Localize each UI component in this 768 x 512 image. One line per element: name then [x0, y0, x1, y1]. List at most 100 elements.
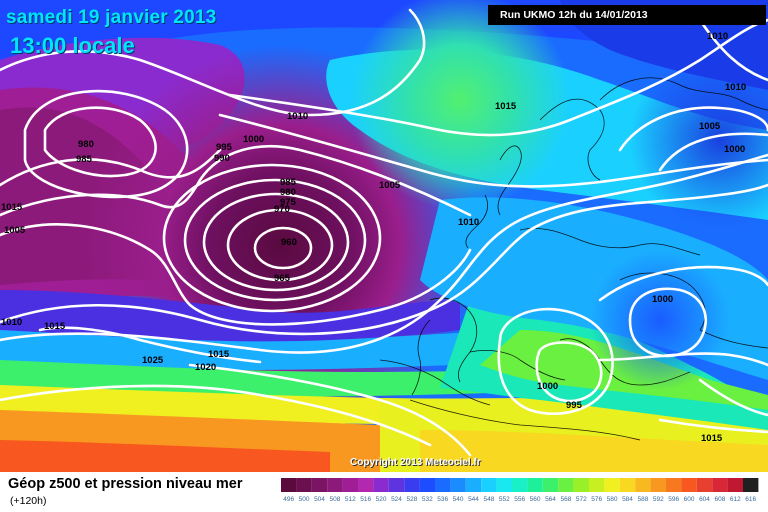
scale-swatch	[589, 478, 605, 492]
scale-tick-label: 572	[576, 496, 587, 503]
scale-tick-label: 516	[360, 496, 371, 503]
isobar-label: 1025	[142, 355, 164, 366]
scale-swatch	[281, 478, 297, 492]
scale-tick-label: 600	[684, 496, 695, 503]
map-date-title: samedi 19 janvier 2013	[6, 7, 217, 28]
isobar-label: 970	[274, 204, 290, 215]
scale-swatch	[311, 478, 328, 492]
scale-tick-label: 588	[637, 496, 648, 503]
scale-tick-label: 496	[283, 496, 294, 503]
scale-tick-label: 612	[730, 496, 741, 503]
scale-swatch	[373, 478, 389, 492]
scale-swatch	[512, 478, 528, 492]
scale-tick-label: 576	[591, 496, 602, 503]
scale-tick-label: 568	[560, 496, 571, 503]
scale-tick-label: 596	[668, 496, 679, 503]
scale-tick-label: 584	[622, 496, 633, 503]
scale-tick-label: 560	[530, 496, 541, 503]
isobar-label: 1010	[1, 317, 22, 328]
scale-swatch	[681, 478, 697, 492]
isobar-label: 985	[280, 177, 297, 188]
scale-swatch	[712, 478, 728, 492]
scale-swatch	[496, 478, 512, 492]
map-time-title: 13:00 locale	[10, 33, 135, 58]
scale-swatch	[604, 478, 620, 492]
scale-tick-label: 540	[453, 496, 464, 503]
isobar-label: 1005	[699, 121, 721, 132]
isobar-label-extra: 1010	[725, 82, 746, 93]
scale-tick-label: 552	[499, 496, 510, 503]
scale-swatch	[558, 478, 574, 492]
scale-tick-label: 608	[714, 496, 725, 503]
isobar-label: 975	[280, 197, 297, 208]
isobar-label: 1015	[208, 349, 230, 360]
scale-swatch	[404, 478, 420, 492]
scale-swatch	[650, 478, 666, 492]
legend-subtitle: (+120h)	[10, 495, 47, 507]
map-canvas: 980 985 1000 995 990 1010 1015 985 980 9…	[0, 0, 768, 472]
scale-tick-label: 544	[468, 496, 479, 503]
isobar-label: 980	[280, 187, 296, 198]
copyright-text: Copyright 2013 Meteociel.fr	[350, 457, 481, 468]
scale-swatch	[419, 478, 435, 492]
scale-swatch	[481, 478, 497, 492]
scale-tick-label: 536	[437, 496, 448, 503]
scale-swatch	[696, 478, 713, 492]
isobar-label: 1010	[287, 111, 308, 122]
scale-swatch	[619, 478, 636, 492]
scale-tick-label: 524	[391, 496, 402, 503]
scale-tick-label: 548	[483, 496, 494, 503]
scale-swatch	[450, 478, 466, 492]
scale-swatch	[296, 478, 312, 492]
isobar-label-extra: 1015	[495, 101, 517, 112]
isobar-label: 1000	[243, 134, 264, 145]
isobar-label: 960	[281, 237, 297, 248]
scale-tick-label: 504	[314, 496, 325, 503]
isobar-label: 965	[274, 273, 291, 284]
scale-tick-label: 564	[545, 496, 556, 503]
scale-swatch	[465, 478, 482, 492]
scale-swatch	[327, 478, 343, 492]
isobar-label: 1010	[458, 217, 479, 228]
isobar-label: 1010	[707, 31, 728, 42]
scale-tick-label: 508	[329, 496, 340, 503]
scale-tick-label: 592	[653, 496, 664, 503]
scale-tick-label: 556	[514, 496, 525, 503]
scale-swatch	[573, 478, 589, 492]
isobar-label: 995	[566, 400, 583, 411]
scale-swatch	[527, 478, 543, 492]
isobar-label: 980	[78, 139, 94, 150]
scale-swatch	[727, 478, 743, 492]
isobar-label: 1000	[652, 294, 673, 305]
run-info-label: Run UKMO 12h du 14/01/2013	[488, 5, 766, 25]
color-scale: 496 500 504 508 512 516 520 524 528 532 536 540 544 5…	[281, 478, 759, 503]
legend-title: Géop z500 et pression niveau mer	[8, 476, 243, 492]
scale-tick-label: 528	[406, 496, 417, 503]
scale-tick-label: 532	[422, 496, 433, 503]
isobar-label: 1005	[4, 225, 26, 236]
scale-tick-label: 616	[745, 496, 756, 503]
isobar-label: 1015	[701, 433, 723, 444]
isobar-label: 1005	[379, 180, 401, 191]
scale-swatch	[435, 478, 451, 492]
scale-swatch	[342, 478, 358, 492]
scale-swatch	[358, 478, 374, 492]
isobar-label: 1015	[1, 202, 23, 213]
weather-map: 980 985 1000 995 990 1010 1015 985 980 9…	[0, 0, 768, 472]
scale-tick-label: 520	[376, 496, 387, 503]
scale-tick-label: 604	[699, 496, 710, 503]
isobar-label: 1020	[195, 362, 216, 373]
isobar-label: 990	[214, 153, 230, 164]
scale-swatch	[635, 478, 651, 492]
isobar-label: 1000	[537, 381, 558, 392]
isobar-label: 1015	[44, 321, 66, 332]
isobar-label: 985	[76, 154, 93, 165]
scale-swatch	[743, 478, 759, 492]
scale-swatch	[542, 478, 559, 492]
scale-tick-label: 580	[607, 496, 618, 503]
isobar-label: 1000	[724, 144, 745, 155]
scale-tick-label: 500	[299, 496, 310, 503]
scale-swatch	[388, 478, 405, 492]
scale-tick-label: 512	[345, 496, 356, 503]
isobar-label: 995	[216, 142, 233, 153]
